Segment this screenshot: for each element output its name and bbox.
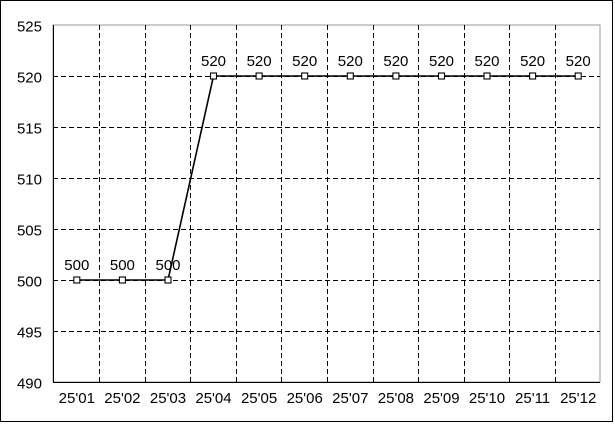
svg-text:520: 520 [201, 53, 226, 70]
svg-text:25'11: 25'11 [515, 390, 550, 407]
svg-text:25'05: 25'05 [241, 390, 277, 407]
svg-text:520: 520 [429, 53, 454, 70]
svg-text:500: 500 [17, 274, 42, 291]
svg-text:520: 520 [292, 53, 317, 70]
svg-text:25'02: 25'02 [104, 390, 140, 407]
svg-text:500: 500 [64, 257, 89, 274]
svg-text:520: 520 [247, 53, 272, 70]
svg-text:490: 490 [17, 376, 42, 393]
svg-text:520: 520 [566, 53, 591, 70]
svg-text:25'12: 25'12 [560, 390, 596, 407]
svg-text:25'01: 25'01 [59, 390, 95, 407]
svg-text:510: 510 [17, 172, 42, 189]
svg-text:25'04: 25'04 [195, 390, 231, 407]
svg-text:25'08: 25'08 [378, 390, 414, 407]
svg-text:520: 520 [383, 53, 408, 70]
svg-text:25'03: 25'03 [150, 390, 186, 407]
svg-text:515: 515 [17, 121, 42, 138]
svg-text:495: 495 [17, 325, 42, 342]
svg-text:25'09: 25'09 [423, 390, 459, 407]
svg-text:500: 500 [110, 257, 135, 274]
svg-text:500: 500 [155, 257, 180, 274]
svg-text:520: 520 [17, 70, 42, 87]
svg-text:25'06: 25'06 [287, 390, 323, 407]
svg-text:505: 505 [17, 223, 42, 240]
svg-text:520: 520 [338, 53, 363, 70]
svg-text:25'07: 25'07 [332, 390, 368, 407]
svg-text:520: 520 [520, 53, 545, 70]
svg-text:525: 525 [17, 19, 42, 36]
svg-text:25'10: 25'10 [469, 390, 505, 407]
svg-text:520: 520 [474, 53, 499, 70]
